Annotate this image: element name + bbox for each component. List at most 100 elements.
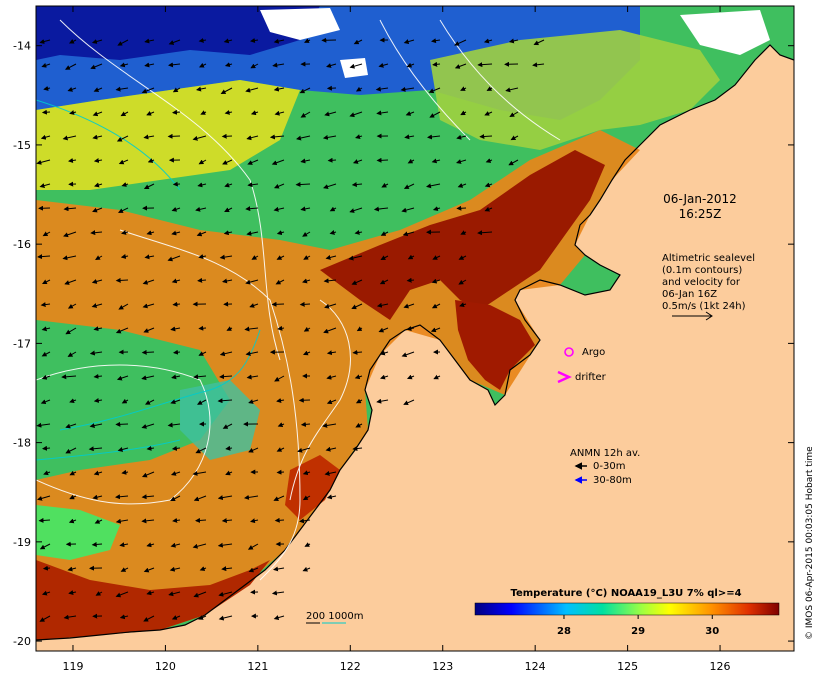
velocity-arrow [94, 182, 103, 188]
velocity-arrow [454, 63, 467, 69]
velocity-arrow [431, 303, 441, 309]
velocity-arrow [304, 542, 311, 547]
velocity-arrow [90, 230, 103, 236]
altimetric-line-3: and velocity for [662, 277, 741, 288]
velocity-arrow [196, 231, 207, 237]
velocity-arrow [407, 158, 415, 164]
velocity-arrow [376, 110, 389, 116]
velocity-arrow [250, 518, 259, 524]
velocity-arrow [170, 326, 181, 332]
velocity-arrow [248, 399, 259, 404]
velocity-arrow [43, 470, 51, 476]
velocity-arrow [117, 447, 129, 452]
velocity-arrow [221, 518, 233, 523]
velocity-arrow [426, 183, 441, 189]
velocity-arrow [251, 255, 259, 260]
velocity-arrow [167, 422, 181, 428]
velocity-arrow [64, 279, 77, 285]
velocity-arrow [300, 421, 311, 427]
velocity-arrow [42, 565, 51, 571]
coastline [36, 44, 794, 641]
x-tick-label: 124 [525, 660, 546, 673]
velocity-arrow [39, 39, 51, 44]
velocity-arrow [430, 327, 441, 333]
velocity-arrow [115, 86, 129, 92]
velocity-arrow [454, 39, 467, 46]
velocity-arrow [68, 158, 77, 163]
x-axis: 119 120 121 122 123 124 125 126 [62, 6, 731, 673]
velocity-arrow [380, 255, 389, 260]
velocity-arrow [299, 518, 311, 524]
velocity-arrow [403, 399, 415, 406]
velocity-arrow [41, 374, 51, 380]
altimetric-legend: Altimetric sealevel (0.1m contours) and … [662, 253, 755, 321]
velocity-arrow [42, 231, 51, 237]
velocity-arrow [356, 326, 363, 332]
velocity-arrow [352, 349, 363, 355]
velocity-arrow [69, 470, 77, 476]
velocity-arrow [41, 326, 51, 332]
velocity-arrow [248, 567, 259, 573]
velocity-arrow [143, 615, 155, 622]
x-tick-label: 121 [247, 660, 268, 673]
velocity-arrow [460, 230, 467, 235]
y-tick-label: -15 [13, 139, 31, 152]
velocity-arrow [379, 279, 389, 285]
velocity-arrow [88, 446, 103, 452]
velocity-arrow [406, 62, 415, 68]
cloud-patch-3 [340, 58, 368, 78]
velocity-arrow [484, 206, 493, 212]
argo-legend: Argo [564, 347, 605, 358]
velocity-arrow [302, 566, 311, 572]
velocity-arrow [146, 230, 155, 236]
velocity-arrow [62, 135, 77, 141]
velocity-arrow [172, 517, 181, 523]
velocity-arrow [93, 398, 103, 403]
velocity-arrow [146, 542, 155, 548]
velocity-arrow [38, 517, 51, 523]
velocity-arrow [192, 470, 207, 476]
velocity-arrow [276, 230, 285, 236]
velocity-arrow [68, 590, 77, 596]
velocity-arrow [121, 398, 129, 404]
velocity-arrow [460, 86, 467, 91]
velocity-arrow [406, 277, 415, 283]
velocity-arrow [352, 446, 363, 452]
velocity-arrow [168, 39, 181, 45]
velocity-arrow [63, 614, 77, 620]
velocity-arrow [36, 422, 51, 428]
velocity-arrow [226, 326, 233, 331]
velocity-arrow [93, 373, 103, 379]
sealevel-contours [36, 19, 561, 581]
velocity-arrow [116, 375, 129, 381]
velocity-arrow [40, 134, 51, 140]
velocity-arrow [119, 542, 129, 548]
velocity-arrow [431, 278, 441, 284]
velocity-arrow [329, 206, 337, 212]
velocity-arrow [378, 327, 389, 333]
velocity-arrow [115, 421, 129, 427]
velocity-arrow [324, 303, 337, 309]
velocity-arrow [246, 230, 259, 236]
velocity-arrow [39, 615, 51, 622]
velocity-arrow [67, 351, 77, 357]
velocity-arrow [67, 566, 77, 572]
velocity-arrow [245, 206, 259, 212]
velocity-arrow [119, 62, 129, 68]
velocity-arrow [380, 374, 389, 380]
velocity-arrow [402, 231, 415, 237]
velocity-arrow [351, 182, 363, 187]
velocity-arrow [65, 63, 77, 70]
velocity-arrow [351, 303, 363, 310]
date-label: 06-Jan-2012 [663, 192, 737, 206]
velocity-arrow [483, 38, 493, 44]
velocity-arrow [325, 446, 337, 452]
velocity-arrow [195, 517, 207, 523]
velocity-arrow [432, 206, 441, 212]
velocity-arrow [486, 86, 493, 91]
velocity-arrow [327, 157, 337, 163]
velocity-arrow [373, 206, 389, 212]
velocity-arrow [246, 135, 259, 141]
velocity-arrow [92, 111, 103, 117]
